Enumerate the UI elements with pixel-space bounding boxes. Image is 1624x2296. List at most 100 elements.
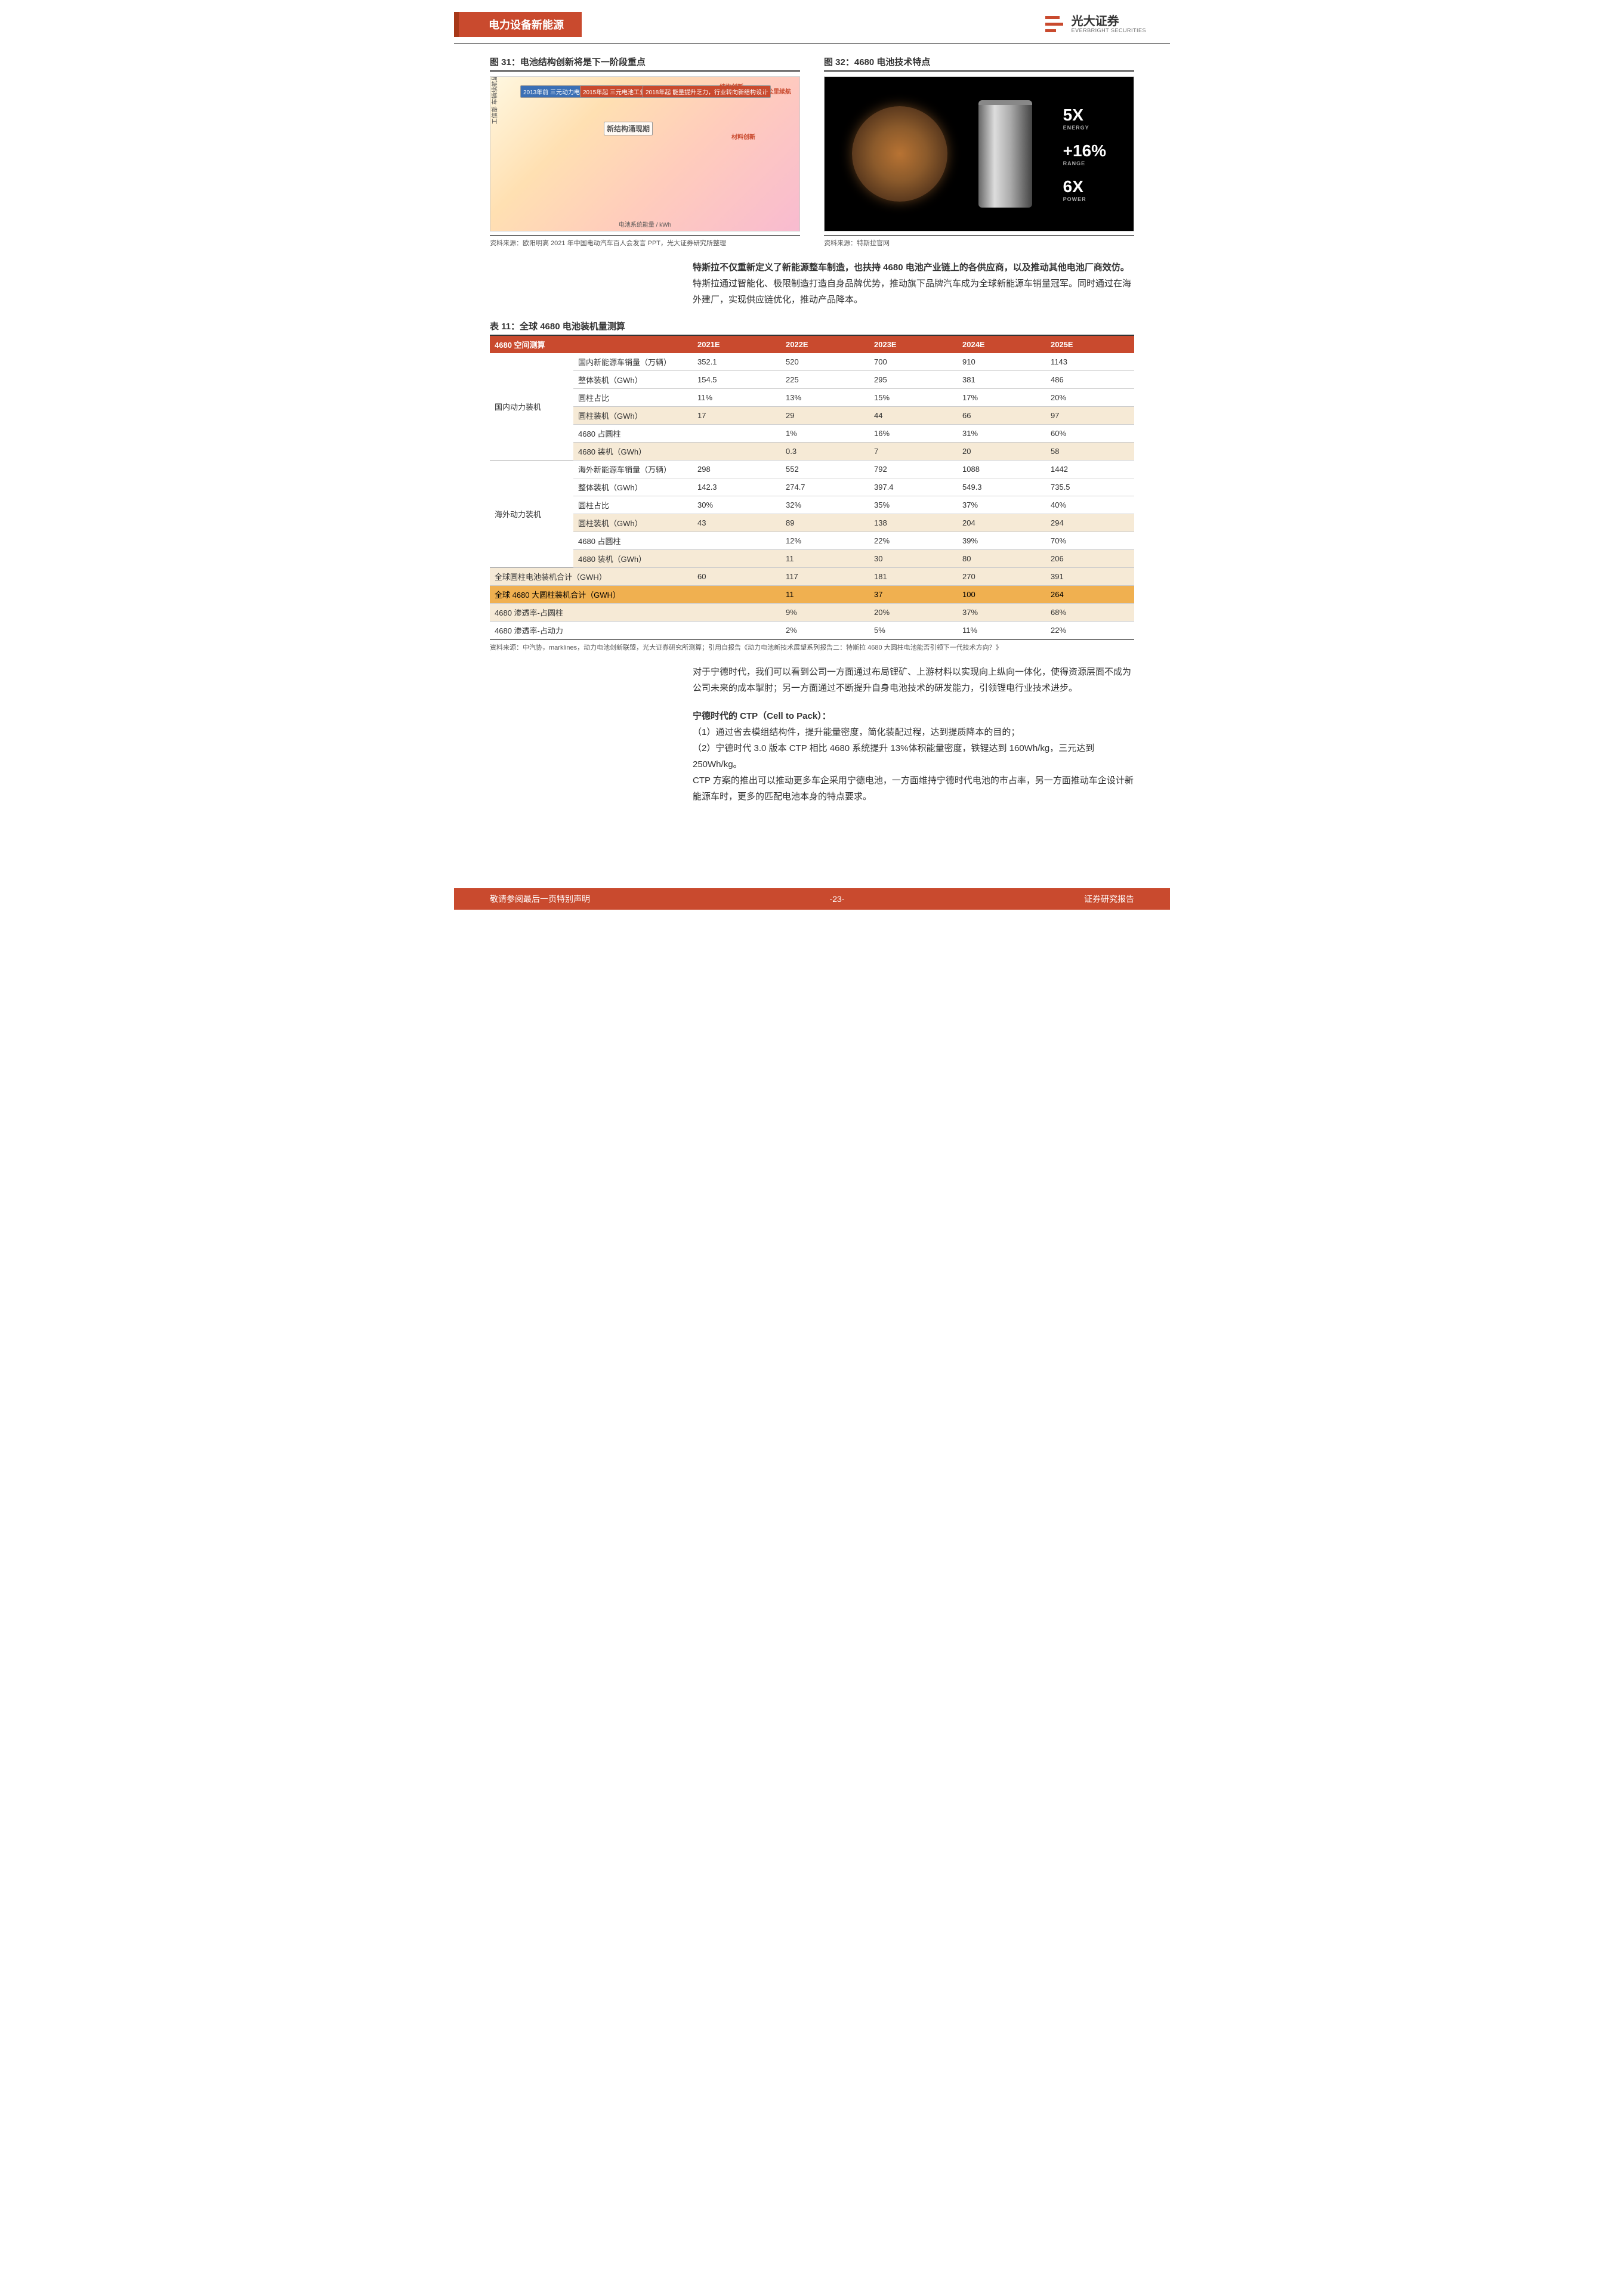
table-cell: 37% xyxy=(958,496,1046,514)
table-cell xyxy=(693,550,781,568)
table-cell: 29 xyxy=(781,407,869,425)
table-metric-label: 圆柱装机（GWh） xyxy=(573,407,693,425)
table-11-source: 资料来源：中汽协，marklines，动力电池创新联盟，光大证券研究所测算；引用… xyxy=(490,639,1134,652)
table-col-header: 2021E xyxy=(693,336,781,353)
table-header-label: 4680 空间测算 xyxy=(490,336,693,353)
page-footer: 敬请参阅最后一页特别声明 -23- 证券研究报告 xyxy=(454,888,1170,910)
chart-y-label: 工信部 车辆续航里程 / km xyxy=(490,76,499,124)
table-row: 圆柱装机（GWh）4389138204294 xyxy=(490,514,1134,532)
logo-text-en: EVERBRIGHT SECURITIES xyxy=(1072,28,1146,34)
chart-anno-struct: 结构创新 xyxy=(717,81,746,92)
ctp-heading: 宁德时代的 CTP（Cell to Pack）： xyxy=(693,708,1134,724)
table-row: 海外动力装机海外新能源车销量（万辆）29855279210881442 xyxy=(490,461,1134,478)
paragraph-2: 对于宁德时代，我们可以看到公司一方面通过布局锂矿、上游材料以实现向上纵向一体化，… xyxy=(693,664,1134,696)
paragraph-1-rest: 特斯拉通过智能化、极限制造打造自身品牌优势，推动旗下品牌汽车成为全球新能源车销量… xyxy=(693,279,1131,305)
paragraph-1: 特斯拉不仅重新定义了新能源整车制造，也扶持 4680 电池产业链上的各供应商，以… xyxy=(693,259,1134,308)
chart-anno-2018: 2018年起 能量提升乏力，行业转向新结构设计 xyxy=(643,85,771,98)
table-cell: 2% xyxy=(781,622,869,639)
chart-anno-material: 材料创新 xyxy=(729,131,758,142)
page-header: 电力设备新能源 光大证券 EVERBRIGHT SECURITIES xyxy=(454,0,1170,44)
table-cell: 1442 xyxy=(1046,461,1134,478)
table-cell: 910 xyxy=(958,353,1046,371)
table-summary-row: 4680 渗透率-占动力2%5%11%22% xyxy=(490,622,1134,639)
table-row: 国内动力装机国内新能源车销量（万辆）352.15207009101143 xyxy=(490,353,1134,371)
table-body: 国内动力装机国内新能源车销量（万辆）352.15207009101143整体装机… xyxy=(490,353,1134,639)
table-cell: 66 xyxy=(958,407,1046,425)
table-group-label: 国内动力装机 xyxy=(490,353,573,461)
table-cell: 264 xyxy=(1046,586,1134,604)
table-row: 圆柱占比30%32%35%37%40% xyxy=(490,496,1134,514)
table-cell: 16% xyxy=(869,425,958,443)
ctp-section: 宁德时代的 CTP（Cell to Pack）： （1）通过省去模组结构件，提升… xyxy=(693,708,1134,805)
battery-cell-icon xyxy=(978,100,1032,208)
table-cell: 60 xyxy=(693,568,781,586)
table-cell: 206 xyxy=(1046,550,1134,568)
table-cell: 352.1 xyxy=(693,353,781,371)
logo-icon xyxy=(1043,13,1067,36)
table-cell: 552 xyxy=(781,461,869,478)
figure-31: 图 31：电池结构创新将是下一阶段重点 工信部 车辆续航里程 / km 电池系统… xyxy=(490,55,800,248)
table-col-header: 2023E xyxy=(869,336,958,353)
chart-anno-2015: 2015年起 三元电池工业化解决，新车市场引爆发 xyxy=(580,85,714,98)
table-cell: 22% xyxy=(1046,622,1134,639)
chart-anno-1000km: 千公里续航 xyxy=(759,85,794,97)
table-cell: 17 xyxy=(693,407,781,425)
table-metric-label: 整体装机（GWh） xyxy=(573,371,693,389)
table-cell: 397.4 xyxy=(869,478,958,496)
table-summary-label: 全球 4680 大圆柱装机合计（GWH） xyxy=(490,586,693,604)
table-summary-label: 4680 渗透率-占动力 xyxy=(490,622,693,639)
table-cell: 792 xyxy=(869,461,958,478)
table-row: 圆柱占比11%13%15%17%20% xyxy=(490,389,1134,407)
table-cell: 43 xyxy=(693,514,781,532)
company-logo: 光大证券 EVERBRIGHT SECURITIES xyxy=(1043,13,1146,36)
table-cell: 31% xyxy=(958,425,1046,443)
table-cell: 37% xyxy=(958,604,1046,622)
table-summary-label: 全球圆柱电池装机合计（GWH） xyxy=(490,568,693,586)
figure-32: 图 32：4680 电池技术特点 5XENERGY +16%RANGE 6XPO… xyxy=(824,55,1134,248)
table-cell: 100 xyxy=(958,586,1046,604)
table-cell: 9% xyxy=(781,604,869,622)
table-cell: 520 xyxy=(781,353,869,371)
table-cell: 735.5 xyxy=(1046,478,1134,496)
table-cell: 700 xyxy=(869,353,958,371)
table-metric-label: 国内新能源车销量（万辆） xyxy=(573,353,693,371)
table-cell: 11 xyxy=(781,550,869,568)
chart-anno-new-era: 新结构涌现期 xyxy=(604,122,653,135)
table-cell: 20% xyxy=(1046,389,1134,407)
table-row: 4680 装机（GWh）0.372058 xyxy=(490,443,1134,461)
table-cell: 80 xyxy=(958,550,1046,568)
table-cell: 20% xyxy=(869,604,958,622)
table-cell: 37 xyxy=(869,586,958,604)
figure-31-source: 资料来源：欧阳明高 2021 年中国电动汽车百人会发言 PPT，光大证券研究所整… xyxy=(490,235,800,248)
table-cell: 1088 xyxy=(958,461,1046,478)
ctp-item-2: （2）宁德时代 3.0 版本 CTP 相比 4680 系统提升 13%体积能量密… xyxy=(693,740,1134,772)
table-cell: 44 xyxy=(869,407,958,425)
table-cell: 295 xyxy=(869,371,958,389)
table-cell: 138 xyxy=(869,514,958,532)
table-cell: 22% xyxy=(869,532,958,550)
header-category: 电力设备新能源 xyxy=(454,12,582,37)
table-metric-label: 圆柱占比 xyxy=(573,389,693,407)
table-cell: 7 xyxy=(869,443,958,461)
table-cell: 117 xyxy=(781,568,869,586)
battery-coil-icon xyxy=(852,106,947,202)
table-cell: 40% xyxy=(1046,496,1134,514)
table-cell xyxy=(693,604,781,622)
table-cell: 11% xyxy=(693,389,781,407)
table-cell: 1143 xyxy=(1046,353,1134,371)
table-cell: 68% xyxy=(1046,604,1134,622)
table-cell: 39% xyxy=(958,532,1046,550)
figure-32-title: 图 32：4680 电池技术特点 xyxy=(824,55,1134,72)
table-cell: 0.3 xyxy=(781,443,869,461)
table-cell xyxy=(693,586,781,604)
ctp-item-1: （1）通过省去模组结构件，提升能量密度，简化装配过程，达到提质降本的目的； xyxy=(693,724,1134,740)
table-cell: 12% xyxy=(781,532,869,550)
table-cell: 13% xyxy=(781,389,869,407)
table-cell: 298 xyxy=(693,461,781,478)
table-cell: 142.3 xyxy=(693,478,781,496)
table-row: 4680 占圆柱12%22%39%70% xyxy=(490,532,1134,550)
table-col-header: 2024E xyxy=(958,336,1046,353)
table-cell: 204 xyxy=(958,514,1046,532)
figure-32-image: 5XENERGY +16%RANGE 6XPOWER xyxy=(824,76,1134,231)
table-metric-label: 4680 占圆柱 xyxy=(573,425,693,443)
